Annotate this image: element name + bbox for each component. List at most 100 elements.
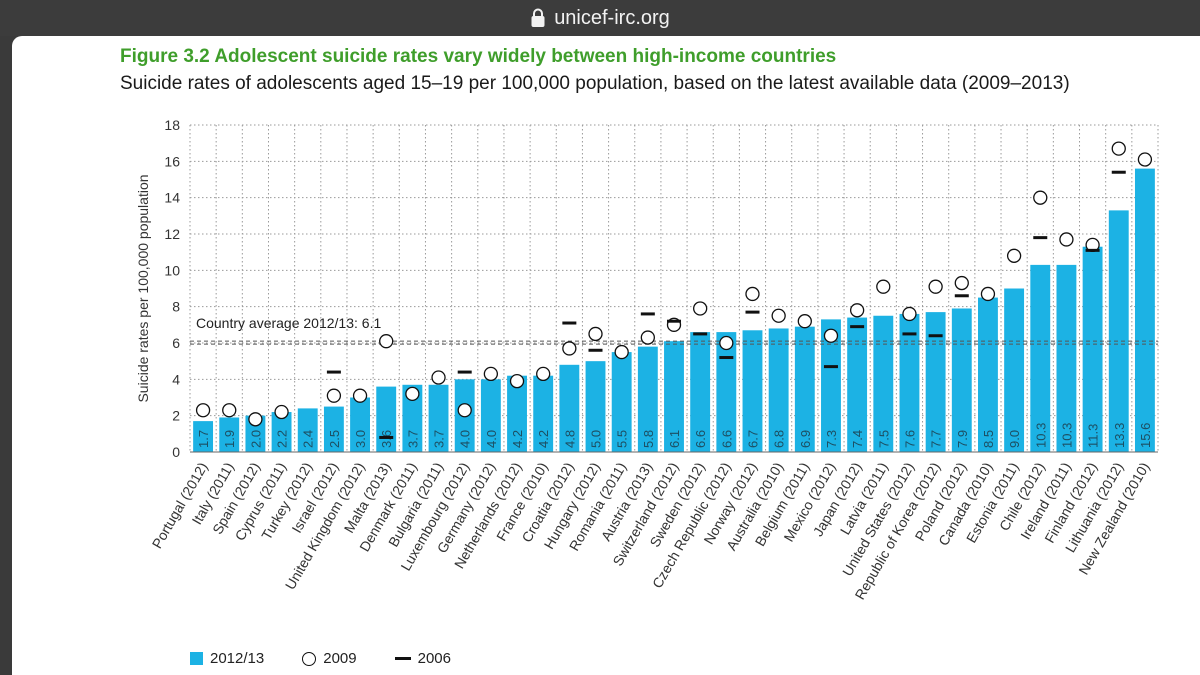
bar-value-label: 2.5 bbox=[327, 430, 342, 448]
bar bbox=[821, 319, 841, 452]
marker-2009 bbox=[849, 303, 865, 318]
bar-value-label: 4.2 bbox=[510, 430, 525, 448]
y-axis-label: Suicide rates per 100,000 population bbox=[135, 174, 151, 402]
marker-2009 bbox=[274, 404, 289, 420]
browser-address-bar[interactable]: unicef-irc.org bbox=[0, 0, 1200, 36]
bar-value-label: 6.9 bbox=[798, 430, 813, 448]
legend-item-2009: 2009 bbox=[302, 650, 357, 667]
url-text: unicef-irc.org bbox=[554, 6, 670, 29]
bar bbox=[873, 315, 894, 452]
bar bbox=[245, 415, 266, 452]
bar-value-label: 5.0 bbox=[589, 430, 604, 448]
legend-item-2006: 2006 bbox=[394, 650, 451, 667]
country-average-label: Country average 2012/13: 6.1 bbox=[196, 315, 381, 331]
bar bbox=[925, 312, 946, 452]
page-content bbox=[12, 36, 1200, 675]
bar-value-label: 4.0 bbox=[458, 430, 473, 448]
bar bbox=[323, 406, 344, 452]
bar-value-label: 6.7 bbox=[745, 430, 760, 448]
legend-swatch-circle bbox=[302, 651, 317, 666]
marker-2009 bbox=[902, 306, 917, 322]
figure-title: Figure 3.2 Adolescent suicide rates vary… bbox=[120, 46, 837, 67]
bar-value-label: 7.7 bbox=[929, 430, 944, 448]
marker-2009 bbox=[1059, 232, 1074, 247]
bar bbox=[559, 364, 580, 452]
marker-2009 bbox=[248, 412, 263, 427]
bar-value-label: 3.7 bbox=[432, 430, 447, 448]
bar bbox=[1004, 288, 1025, 452]
y-tick-label: 14 bbox=[164, 190, 180, 206]
bar bbox=[768, 328, 789, 452]
marker-2009 bbox=[222, 403, 237, 418]
marker-2009 bbox=[1006, 248, 1022, 263]
legend-swatch-dash bbox=[394, 657, 411, 660]
bar bbox=[1030, 264, 1051, 452]
marker-2009 bbox=[928, 279, 943, 294]
bar-value-label: 7.5 bbox=[876, 430, 891, 448]
bar bbox=[428, 384, 449, 452]
marker-2009 bbox=[431, 370, 446, 385]
bar bbox=[978, 297, 998, 452]
marker-2009 bbox=[457, 403, 472, 418]
bar-value-label: 2.0 bbox=[248, 430, 263, 448]
bar-value-label: 5.5 bbox=[615, 430, 630, 448]
legend-label: 2006 bbox=[417, 650, 451, 667]
marker-2009 bbox=[640, 330, 655, 345]
marker-2009 bbox=[588, 326, 603, 342]
bar-value-label: 7.9 bbox=[955, 430, 970, 448]
legend-label: 2012/13 bbox=[210, 650, 265, 667]
bar bbox=[507, 375, 527, 452]
marker-2009 bbox=[614, 344, 629, 360]
bar-value-label: 5.8 bbox=[641, 430, 656, 448]
bar-value-label: 15.6 bbox=[1138, 423, 1153, 448]
figure-subtitle: Suicide rates of adolescents aged 15–19 … bbox=[120, 73, 1070, 94]
bar-value-label: 3.0 bbox=[353, 430, 368, 448]
bar bbox=[376, 386, 397, 452]
marker-2009 bbox=[771, 308, 786, 323]
bar-value-label: 3.7 bbox=[405, 430, 420, 448]
y-tick-label: 0 bbox=[172, 444, 180, 460]
marker-2009 bbox=[405, 386, 420, 402]
bar bbox=[847, 317, 868, 452]
marker-2009 bbox=[876, 279, 891, 294]
marker-2009 bbox=[823, 328, 839, 343]
y-tick-label: 16 bbox=[164, 153, 180, 169]
y-tick-label: 18 bbox=[164, 117, 180, 133]
marker-2009 bbox=[797, 314, 812, 329]
bar bbox=[716, 332, 737, 452]
bar-value-label: 6.8 bbox=[772, 430, 787, 448]
bar bbox=[480, 379, 501, 452]
y-tick-label: 8 bbox=[172, 299, 180, 315]
bar-value-label: 2.4 bbox=[301, 430, 316, 448]
bar-value-label: 4.0 bbox=[484, 430, 499, 448]
bar bbox=[664, 341, 684, 452]
legend-label: 2009 bbox=[323, 650, 357, 667]
marker-2009 bbox=[536, 366, 551, 382]
marker-2009 bbox=[1137, 152, 1153, 167]
bar-value-label: 13.3 bbox=[1112, 423, 1127, 448]
bar bbox=[585, 361, 606, 452]
bar-value-label: 6.1 bbox=[667, 430, 682, 448]
bar bbox=[899, 313, 920, 452]
legend-item-2012-13: 2012/13 bbox=[190, 650, 264, 667]
marker-2009 bbox=[1033, 190, 1048, 205]
marker-2009 bbox=[954, 275, 969, 291]
bar-value-label: 4.8 bbox=[562, 430, 577, 448]
bar bbox=[742, 330, 763, 452]
marker-2009 bbox=[1111, 141, 1126, 156]
bar bbox=[1056, 264, 1077, 452]
bar-value-label: 9.0 bbox=[1007, 430, 1022, 448]
bar-value-label: 2.2 bbox=[275, 430, 290, 448]
bar bbox=[637, 346, 658, 452]
marker-2009 bbox=[379, 334, 394, 349]
bar-value-label: 8.5 bbox=[981, 430, 996, 448]
bar-value-label: 10.3 bbox=[1033, 423, 1048, 448]
marker-2009 bbox=[562, 341, 577, 356]
bar bbox=[350, 397, 370, 452]
bar-value-label: 10.3 bbox=[1059, 423, 1074, 448]
marker-2009 bbox=[509, 373, 525, 389]
bar bbox=[690, 332, 711, 452]
url-display[interactable]: unicef-irc.org bbox=[530, 7, 670, 30]
bar-value-label: 1.9 bbox=[222, 430, 237, 448]
